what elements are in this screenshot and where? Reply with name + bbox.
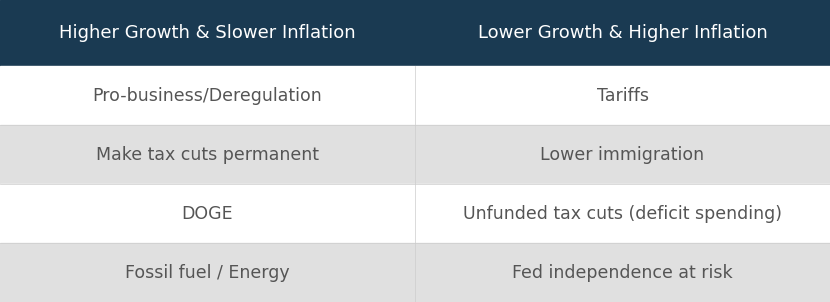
Text: Make tax cuts permanent: Make tax cuts permanent	[96, 146, 319, 164]
Text: Fossil fuel / Energy: Fossil fuel / Energy	[125, 264, 290, 281]
Text: Lower immigration: Lower immigration	[540, 146, 705, 164]
Bar	[0, 0, 830, 66]
Bar	[0, 125, 830, 184]
Text: Unfunded tax cuts (deficit spending): Unfunded tax cuts (deficit spending)	[463, 205, 782, 223]
Text: Higher Growth & Slower Inflation: Higher Growth & Slower Inflation	[59, 24, 356, 42]
Bar	[0, 243, 830, 302]
Bar	[0, 66, 830, 125]
Bar	[0, 184, 830, 243]
Text: DOGE: DOGE	[182, 205, 233, 223]
Text: Fed independence at risk: Fed independence at risk	[512, 264, 733, 281]
Text: Lower Growth & Higher Inflation: Lower Growth & Higher Inflation	[477, 24, 768, 42]
Text: Pro-business/Deregulation: Pro-business/Deregulation	[93, 87, 322, 105]
Text: Tariffs: Tariffs	[597, 87, 648, 105]
